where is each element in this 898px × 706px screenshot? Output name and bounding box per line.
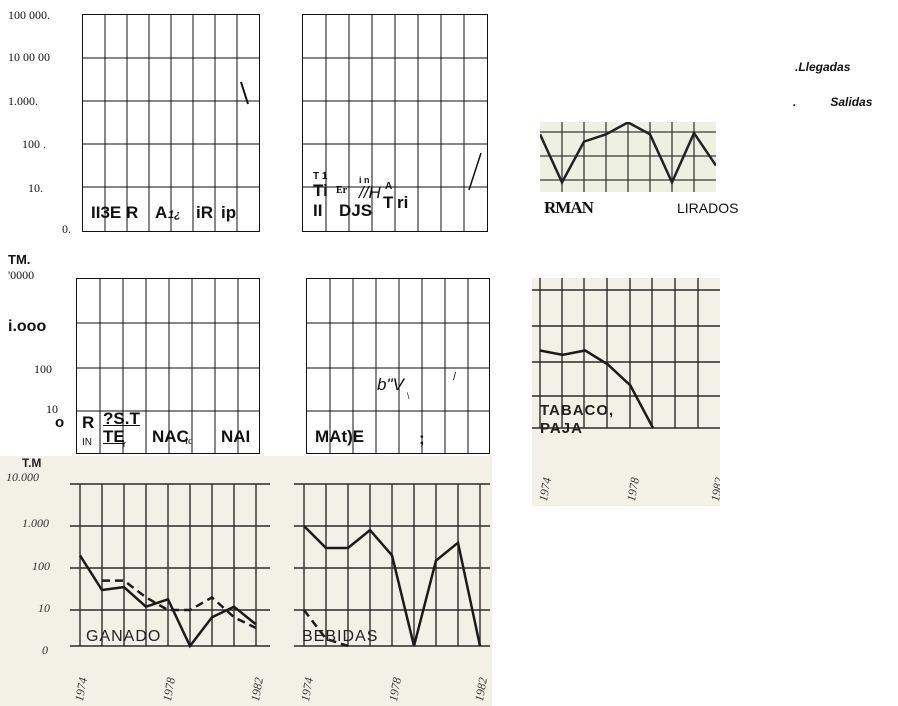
y-tick-mid-0: '0000 bbox=[8, 268, 35, 282]
chart-6-svg bbox=[532, 278, 720, 429]
chart-3-gridlines bbox=[77, 279, 259, 453]
bebidas-label: BEBIDAS bbox=[302, 628, 379, 645]
y-tick-top-3: 100 . bbox=[22, 137, 46, 151]
chart-2-text-3: i n bbox=[359, 175, 370, 185]
chart-2-text-8: T bbox=[383, 193, 394, 212]
ganado-ytick-4: 0 bbox=[42, 643, 48, 657]
chart-4-text-3: MAt)E bbox=[315, 427, 365, 446]
chart-3-text-5: NAC bbox=[152, 427, 189, 446]
chart-5-gridlines bbox=[540, 122, 716, 192]
chart-6-text-1: PAJA bbox=[540, 420, 583, 437]
ganado-ytick-1: 1.000 bbox=[22, 516, 49, 530]
chart-3-text-4: r bbox=[123, 439, 126, 449]
legend-salidas: . Salidas bbox=[793, 95, 873, 109]
tm-label: TM. bbox=[8, 252, 31, 267]
chart-panel-6-scan: TABACO, PAJA 1974 1978 1982 bbox=[532, 278, 720, 506]
bottom-scan-panel: T.M 10.000 1.000 100 10 0 GANADO 1974 19… bbox=[0, 456, 492, 706]
chart-8-svg bbox=[294, 483, 490, 648]
chart-6-series-line bbox=[539, 349, 655, 429]
ganado-ytick-3: 10 bbox=[38, 601, 50, 615]
chart-4-text-2: / bbox=[453, 371, 457, 383]
y-tick-top-1: 10 00 00 bbox=[8, 50, 50, 64]
chart-panel-4: b"V \ / MAt)E ; bbox=[306, 278, 490, 454]
chart-2-text-5: A bbox=[385, 181, 393, 192]
tm-label-scan: T.M bbox=[22, 456, 42, 470]
chart-panel-1: II3E R A 1¿ iR ip bbox=[82, 14, 260, 232]
y-tick-mid-1: i.ooo bbox=[8, 318, 47, 335]
chart-4-text-1: \ bbox=[407, 391, 410, 401]
chart-3-text-2: ?S.T bbox=[103, 409, 140, 428]
chart-1-gridlines bbox=[83, 15, 259, 231]
chart-1-text-4: ip bbox=[221, 203, 237, 222]
y-tick-top-4: 10. bbox=[28, 181, 43, 195]
y-tick-top-5: 0. bbox=[62, 222, 71, 236]
chart-4-text-4: ; bbox=[419, 429, 425, 448]
chart-5-svg bbox=[540, 122, 716, 192]
chart-1-text-1: A bbox=[155, 203, 168, 222]
chart-7-svg bbox=[70, 483, 270, 649]
y-tick-mid-4: o bbox=[55, 414, 65, 431]
chart-4-text-0: b"V bbox=[377, 375, 404, 394]
chart-2-text-9: ri bbox=[397, 193, 409, 212]
chart-2-text-2: Er bbox=[336, 185, 348, 196]
chart-panel-5-scan bbox=[540, 122, 716, 192]
chart-4-svg bbox=[307, 279, 489, 453]
chart-2-text-7: DJS bbox=[339, 201, 373, 220]
y-tick-top-0: 100 000. bbox=[8, 8, 50, 22]
y-tick-mid-3: 10 bbox=[46, 402, 58, 416]
y-tick-mid-2: 100 bbox=[34, 362, 52, 376]
chart-8-gridlines bbox=[294, 483, 490, 647]
y-tick-top-2: 1.000. bbox=[8, 94, 38, 108]
chart-4-gridlines bbox=[307, 279, 489, 453]
chart-5-series-line bbox=[540, 122, 716, 186]
chart-2-svg bbox=[303, 15, 487, 231]
chart-1-text-0: II3E R bbox=[91, 203, 139, 222]
legend-llegadas-label: Llegadas bbox=[798, 60, 851, 74]
chart-2-text-4: //H bbox=[359, 183, 381, 202]
ganado-ytick-2: 100 bbox=[32, 559, 50, 573]
chart-2-series-line bbox=[468, 152, 482, 191]
chart-1-svg bbox=[83, 15, 259, 231]
chart-2-text-0: T 1 bbox=[313, 171, 328, 182]
chart-3-text-0: R bbox=[82, 413, 95, 432]
chart-5-text-0: RMAN bbox=[544, 198, 594, 217]
legend-llegadas: .Llegadas bbox=[795, 60, 851, 74]
ganado-series-1-line bbox=[78, 554, 257, 649]
chart-3-text-1: IN bbox=[82, 437, 92, 448]
chart-2-gridlines bbox=[303, 15, 487, 231]
ganado-ytick-0: 10.000 bbox=[6, 470, 39, 484]
chart-6-gridlines bbox=[532, 278, 720, 429]
chart-1-text-3: iR bbox=[196, 203, 213, 222]
chart-6-text-0: TABACO, bbox=[540, 402, 615, 419]
chart-7-gridlines bbox=[70, 483, 270, 647]
chart-1-series-line bbox=[240, 81, 249, 105]
chart-2-text-1: Ti bbox=[313, 181, 328, 200]
chart-3-svg bbox=[77, 279, 259, 453]
chart-1-text-2: 1¿ bbox=[168, 209, 181, 221]
bebidas-series-1-line bbox=[303, 525, 482, 647]
ganado-series-2-line bbox=[102, 579, 257, 630]
chart-panel-3: R IN ?S.T TE r NAC ic NAI bbox=[76, 278, 260, 454]
ganado-label: GANADO bbox=[86, 628, 162, 645]
chart-3-text-3: TE bbox=[103, 427, 125, 446]
chart-panel-2: T 1 Ti Er i n //H A II DJS T ri bbox=[302, 14, 488, 232]
legend-salidas-label: Salidas bbox=[830, 95, 873, 109]
chart-2-text-6: II bbox=[313, 201, 323, 220]
chart-3-text-6: ic bbox=[185, 435, 193, 447]
chart-5-text-1: LIRADOS bbox=[677, 200, 739, 216]
chart-3-text-7: NAI bbox=[221, 427, 251, 446]
